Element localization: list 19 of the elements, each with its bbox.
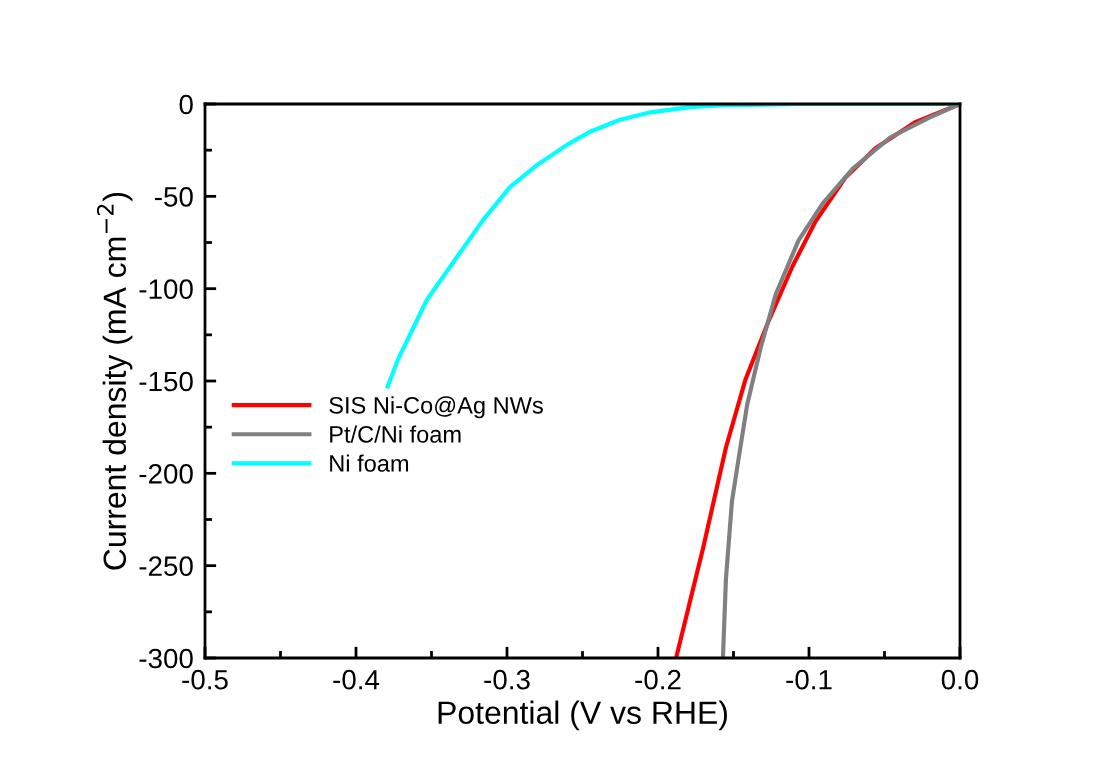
line-series <box>385 104 960 389</box>
x-tick-label: 0.0 <box>941 669 979 690</box>
legend-label: Pt/C/Ni foam <box>330 425 461 443</box>
x-tick-label: -0.5 <box>182 669 228 690</box>
x-axis-title: Potential (V vs RHE) <box>438 700 727 731</box>
x-tick-label: -0.3 <box>484 669 530 690</box>
y-tick-label: -100 <box>139 279 193 300</box>
y-tick-label: -200 <box>139 464 193 484</box>
y-tick-label: -50 <box>154 187 193 207</box>
y-tick-label: -150 <box>139 371 193 392</box>
legend-label: Ni foam <box>330 454 409 472</box>
y-tick-label: -250 <box>139 556 193 577</box>
y-tick-label: -300 <box>139 648 193 669</box>
x-tick-label: -0.1 <box>786 669 832 690</box>
x-tick-label: -0.2 <box>635 669 681 690</box>
y-axis-title: Current density (mA cm$^{−2}$) <box>96 192 133 570</box>
legend-label: SIS Ni-Co@Ag NWs <box>329 396 543 419</box>
x-tick-label: -0.4 <box>333 669 380 690</box>
y-tick-label: 0 <box>179 94 193 115</box>
